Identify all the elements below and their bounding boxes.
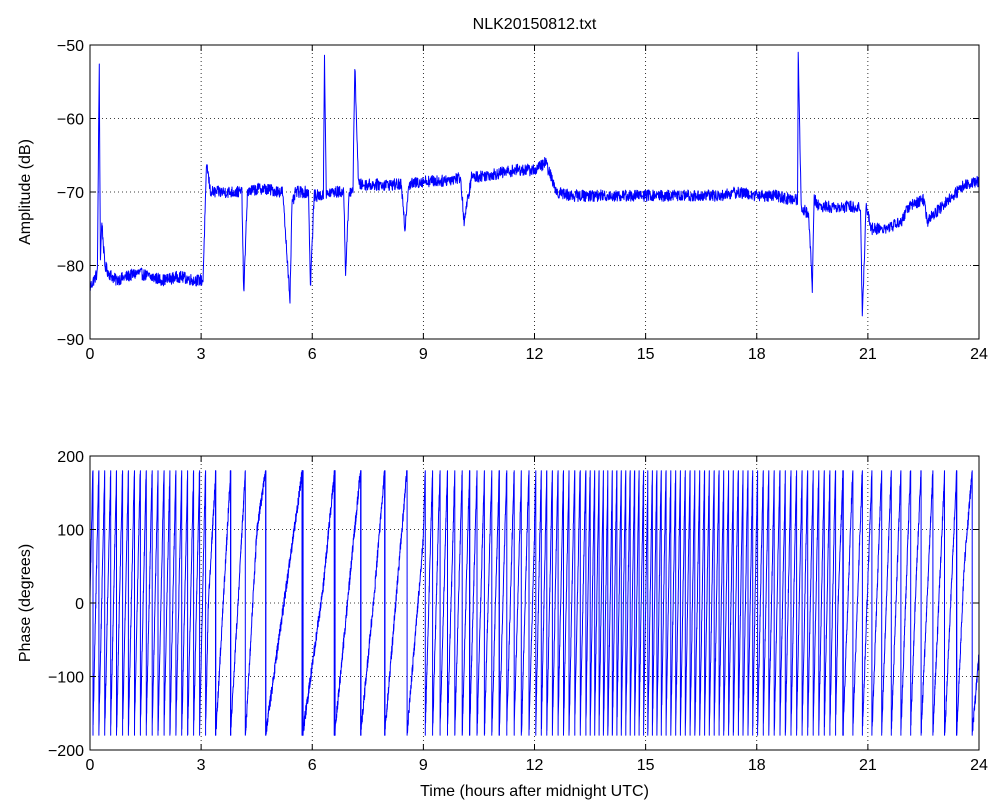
phase-x-tick-label: 3 — [197, 757, 206, 774]
phase-ticks: 0 3 6 9 12 15 18 21 24 −200 −100 0 100 200 — [48, 449, 988, 774]
phase-y-tick-label: 0 — [75, 596, 84, 613]
phase-y-tick-label: −100 — [48, 670, 84, 687]
amplitude-y-tick-label: −60 — [57, 112, 84, 129]
amplitude-x-tick-label: 3 — [197, 346, 206, 363]
phase-x-axis-label: Time (hours after midnight UTC) — [420, 783, 649, 800]
amplitude-x-tick-label: 0 — [86, 346, 95, 363]
phase-y-tick-label: 100 — [57, 523, 84, 540]
amplitude-chart-title: NLK20150812.txt — [473, 16, 597, 33]
amplitude-x-tick-label: 24 — [970, 346, 988, 363]
amplitude-x-tick-label: 18 — [748, 346, 766, 363]
phase-x-tick-label: 21 — [859, 757, 877, 774]
phase-x-tick-label: 15 — [637, 757, 655, 774]
phase-y-axis-label: Phase (degrees) — [17, 544, 34, 662]
amplitude-x-tick-label: 9 — [419, 346, 428, 363]
phase-y-tick-label: 200 — [57, 449, 84, 466]
amplitude-series-line — [89, 51, 980, 317]
amplitude-y-tick-label: −80 — [57, 259, 84, 276]
amplitude-x-tick-label: 12 — [526, 346, 544, 363]
amplitude-axes: 0 3 6 9 12 15 18 21 24 −90 −80 −70 −60 −50 NLK2015081… — [17, 16, 988, 363]
amplitude-x-tick-label: 21 — [859, 346, 877, 363]
phase-x-tick-label: 0 — [86, 757, 95, 774]
phase-x-tick-label: 12 — [526, 757, 544, 774]
amplitude-x-tick-label: 15 — [637, 346, 655, 363]
phase-y-tick-label: −200 — [48, 743, 84, 760]
phase-series — [89, 470, 980, 736]
amplitude-y-axis-label: Amplitude (dB) — [17, 139, 34, 245]
phase-x-tick-label: 9 — [419, 757, 428, 774]
amplitude-y-tick-label: −90 — [57, 332, 84, 349]
phase-series-line — [89, 470, 980, 736]
amplitude-y-tick-label: −50 — [57, 38, 84, 55]
phase-x-tick-label: 6 — [308, 757, 317, 774]
amplitude-ticks: 0 3 6 9 12 15 18 21 24 −90 −80 −70 −60 −50 — [57, 38, 988, 363]
phase-x-tick-label: 24 — [970, 757, 988, 774]
phase-axes: 0 3 6 9 12 15 18 21 24 −200 −100 0 100 200 Phase (deg… — [17, 449, 988, 800]
amplitude-series — [89, 51, 980, 317]
phase-x-tick-label: 18 — [748, 757, 766, 774]
amplitude-y-tick-label: −70 — [57, 185, 84, 202]
amplitude-x-tick-label: 6 — [308, 346, 317, 363]
